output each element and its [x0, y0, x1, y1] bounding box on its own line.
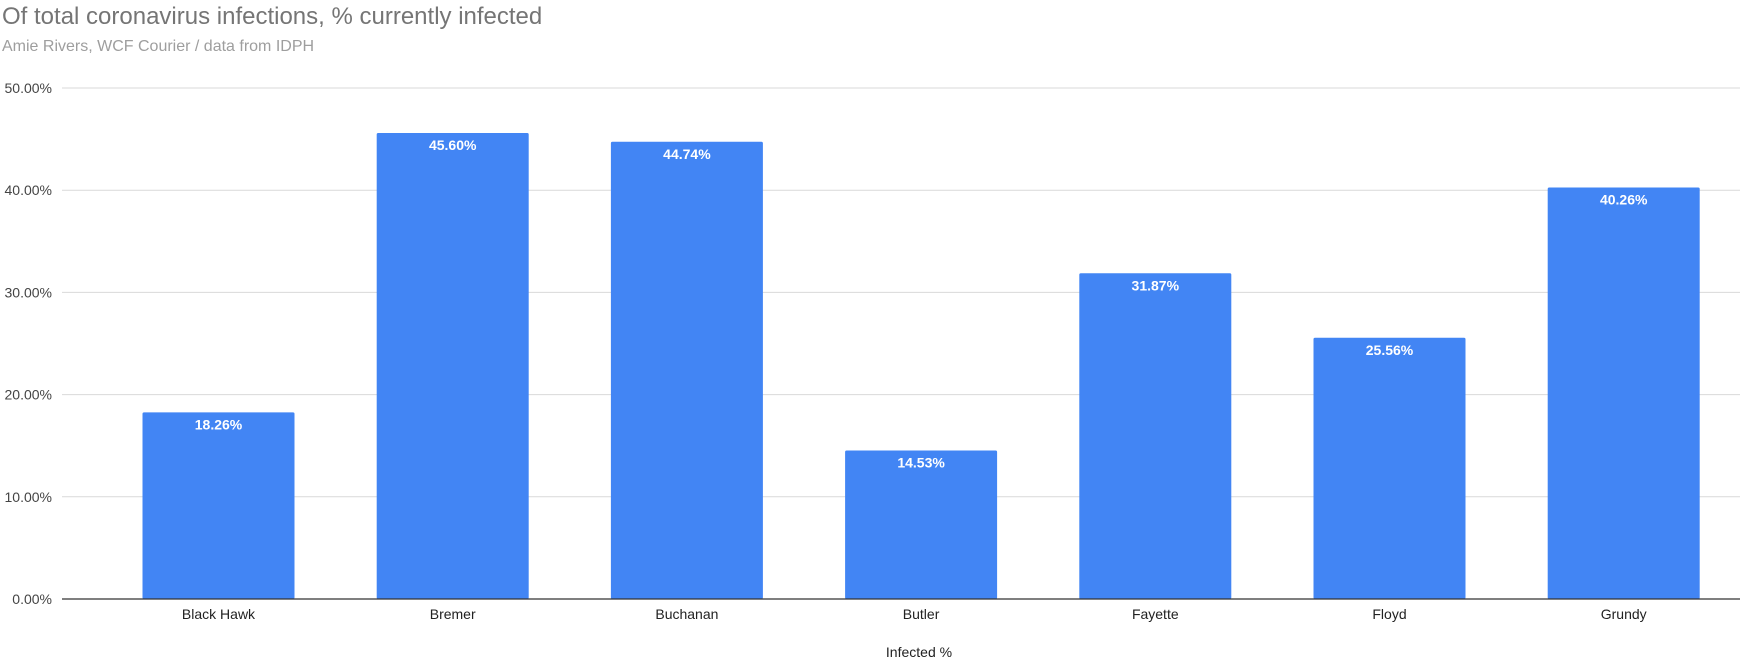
x-tick-label: Black Hawk — [182, 606, 256, 622]
chart-subtitle: Amie Rivers, WCF Courier / data from IDP… — [2, 38, 315, 55]
data-label: 44.74% — [663, 146, 711, 162]
y-tick-label: 40.00% — [5, 182, 52, 198]
data-label: 45.60% — [429, 137, 477, 153]
bar — [1547, 187, 1700, 600]
y-tick-label: 0.00% — [12, 591, 52, 607]
bar — [845, 450, 998, 599]
bar — [1079, 273, 1232, 599]
bar — [610, 141, 763, 599]
x-axis-title: Infected % — [886, 644, 952, 658]
x-tick-label: Bremer — [430, 606, 476, 622]
data-label: 25.56% — [1366, 342, 1414, 358]
grid-lines — [62, 87, 1740, 498]
y-tick-label: 10.00% — [5, 489, 52, 505]
data-label: 40.26% — [1600, 192, 1648, 208]
x-tick-label: Grundy — [1601, 606, 1647, 622]
bar — [376, 132, 529, 599]
axes: 0.00% 10.00% 20.00% 30.00% 40.00% 50.00% Black… — [5, 80, 1740, 622]
y-tick-label: 30.00% — [5, 284, 52, 300]
y-tick-label: 20.00% — [5, 387, 52, 403]
bar — [1313, 337, 1466, 599]
x-tick-label: Floyd — [1372, 606, 1406, 622]
bars: 18.26% 45.60% 44.74% 14.53% 31.87% 25.56% 40.2… — [142, 132, 1700, 600]
x-tick-label: Fayette — [1132, 606, 1179, 622]
bar — [142, 412, 295, 599]
data-label: 18.26% — [195, 416, 243, 432]
chart-title: Of total coronavirus infections, % curre… — [2, 3, 543, 30]
x-tick-label: Butler — [903, 606, 940, 622]
x-tick-label: Buchanan — [655, 606, 718, 622]
data-label: 14.53% — [897, 455, 945, 471]
y-tick-label: 50.00% — [5, 80, 52, 96]
data-label: 31.87% — [1132, 277, 1180, 293]
